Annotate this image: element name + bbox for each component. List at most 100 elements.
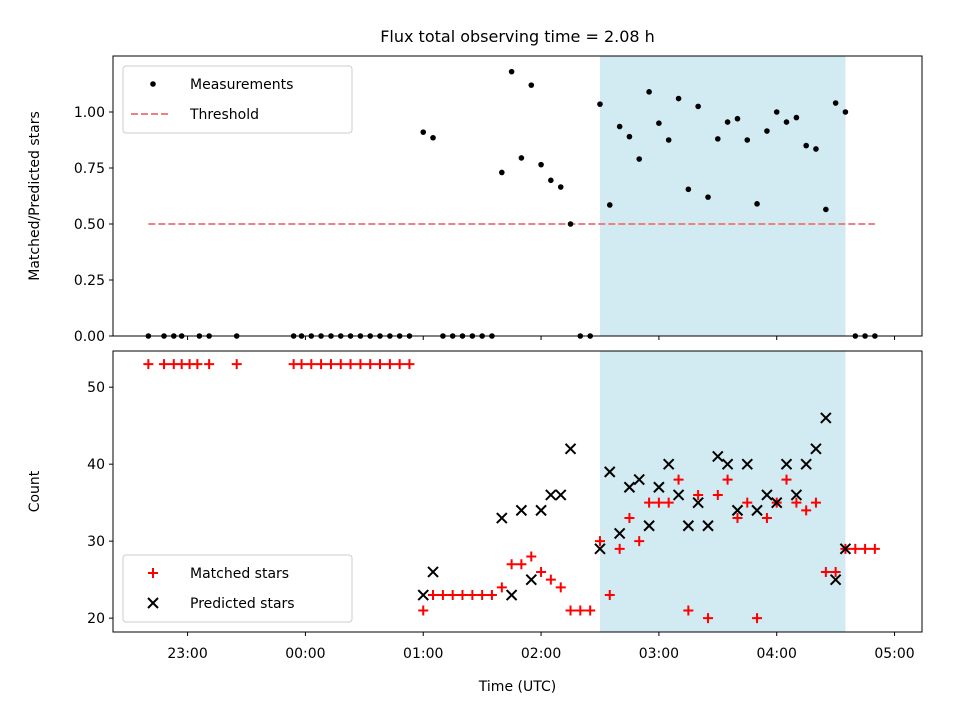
observing-window-band — [599, 351, 846, 632]
predicted-star-point — [751, 504, 763, 517]
measurement-point — [754, 201, 760, 207]
legend-box — [122, 65, 353, 134]
predicted-star-point — [633, 473, 645, 486]
matched-star-point — [437, 590, 448, 601]
predicted-star-point — [545, 489, 557, 501]
matched-star-point — [555, 582, 566, 593]
matched-star-point — [565, 605, 576, 616]
x-tick-label: 23:00 — [167, 646, 207, 662]
chart-title: Flux total observing time = 2.08 h — [380, 27, 655, 46]
matched-star-point — [296, 359, 307, 370]
predicted-star-point — [839, 543, 852, 555]
predicted-star-point — [829, 573, 842, 586]
matched-star-point — [752, 613, 763, 624]
matched-star-point — [869, 543, 880, 554]
measurement-point — [626, 133, 633, 140]
matched-star-point — [316, 359, 327, 370]
matched-star-point — [428, 590, 439, 601]
measurement-point — [705, 194, 711, 200]
predicted-star-point — [496, 512, 508, 524]
predicted-star-point — [692, 496, 704, 509]
axes-frame — [112, 350, 923, 633]
measurement-point — [842, 109, 849, 115]
predicted-star-point — [594, 543, 606, 555]
measurement-point — [793, 114, 800, 121]
measurement-point — [636, 156, 643, 162]
measurement-point — [538, 161, 544, 168]
matched-star-point — [418, 605, 429, 616]
matched-star-point — [545, 574, 556, 585]
matched-star-point — [335, 359, 346, 370]
y-tick-label: 0.50 — [74, 217, 105, 233]
matched-star-point — [830, 566, 841, 577]
matched-star-point — [732, 513, 743, 524]
x-tick-label: 00:00 — [285, 646, 325, 662]
matched-star-point — [204, 359, 215, 370]
x-axis-label: Time (UTC) — [478, 679, 556, 695]
matched-star-point — [820, 566, 831, 577]
predicted-star-point — [623, 481, 636, 493]
measurement-point — [734, 115, 741, 122]
predicted-star-point — [672, 489, 685, 501]
measurement-point — [508, 68, 515, 75]
matched-star-point — [614, 543, 625, 554]
matched-star-point — [673, 474, 684, 485]
measurement-point — [675, 95, 682, 102]
measurement-point — [656, 120, 662, 126]
legend: Matched stars Predicted stars — [122, 554, 353, 623]
measurement-point — [548, 177, 554, 184]
x-tick-label: 02:00 — [521, 646, 561, 662]
x-tick-label: 01:00 — [403, 646, 443, 662]
predicted-star-point — [613, 527, 626, 540]
matched-star-point — [810, 497, 821, 508]
measurement-point — [665, 137, 672, 143]
matched-star-point — [761, 513, 772, 524]
predicted-star-point — [712, 450, 724, 463]
y-tick-label: 0.75 — [74, 161, 105, 177]
legend-predicted-marker — [147, 597, 159, 609]
predicted-star-point — [702, 520, 714, 532]
matched-star-point — [594, 536, 605, 547]
measurement-point — [567, 221, 574, 227]
matched-star-point — [722, 474, 733, 485]
matched-star-point — [781, 474, 792, 485]
matched-star-point — [355, 359, 366, 370]
predicted-star-point — [535, 504, 547, 517]
predicted-star-point — [810, 443, 822, 455]
measurement-point — [430, 134, 436, 141]
measurement-point — [685, 186, 692, 193]
x-tick-label: 05:00 — [874, 646, 914, 662]
matched-star-point — [791, 497, 802, 508]
measurement-point — [597, 101, 603, 107]
matched-star-point — [325, 359, 336, 370]
predicted-star-point — [643, 520, 655, 532]
x-tick-label: 03:00 — [639, 646, 679, 662]
legend-label: Matched stars — [190, 566, 289, 582]
predicted-star-point — [790, 489, 803, 501]
matched-star-point — [693, 489, 704, 500]
matched-star-point — [624, 513, 635, 524]
measurement-point — [724, 119, 731, 125]
matched-star-point — [644, 497, 655, 508]
matched-star-point — [860, 543, 871, 554]
predicted-star-point — [662, 458, 675, 470]
matched-star-point — [683, 605, 694, 616]
legend-label: Predicted stars — [190, 596, 295, 612]
y-axis-label: Matched/Predicted stars — [27, 111, 43, 281]
measurement-point — [744, 137, 751, 143]
predicted-star-point — [564, 443, 577, 455]
matched-star-point — [634, 536, 645, 547]
predicted-star-point — [761, 489, 773, 501]
predicted-star-point — [820, 412, 832, 424]
predicted-star-point — [427, 566, 439, 578]
legend-box — [122, 554, 353, 623]
matched-star-point — [457, 590, 468, 601]
matched-star-point — [604, 590, 615, 601]
matched-star-point — [653, 497, 664, 508]
y-tick-label: 40 — [87, 457, 105, 473]
measurement-point — [803, 142, 809, 149]
measurement-point — [773, 109, 780, 115]
predicted-star-point — [741, 458, 753, 470]
measurement-point — [823, 206, 829, 213]
